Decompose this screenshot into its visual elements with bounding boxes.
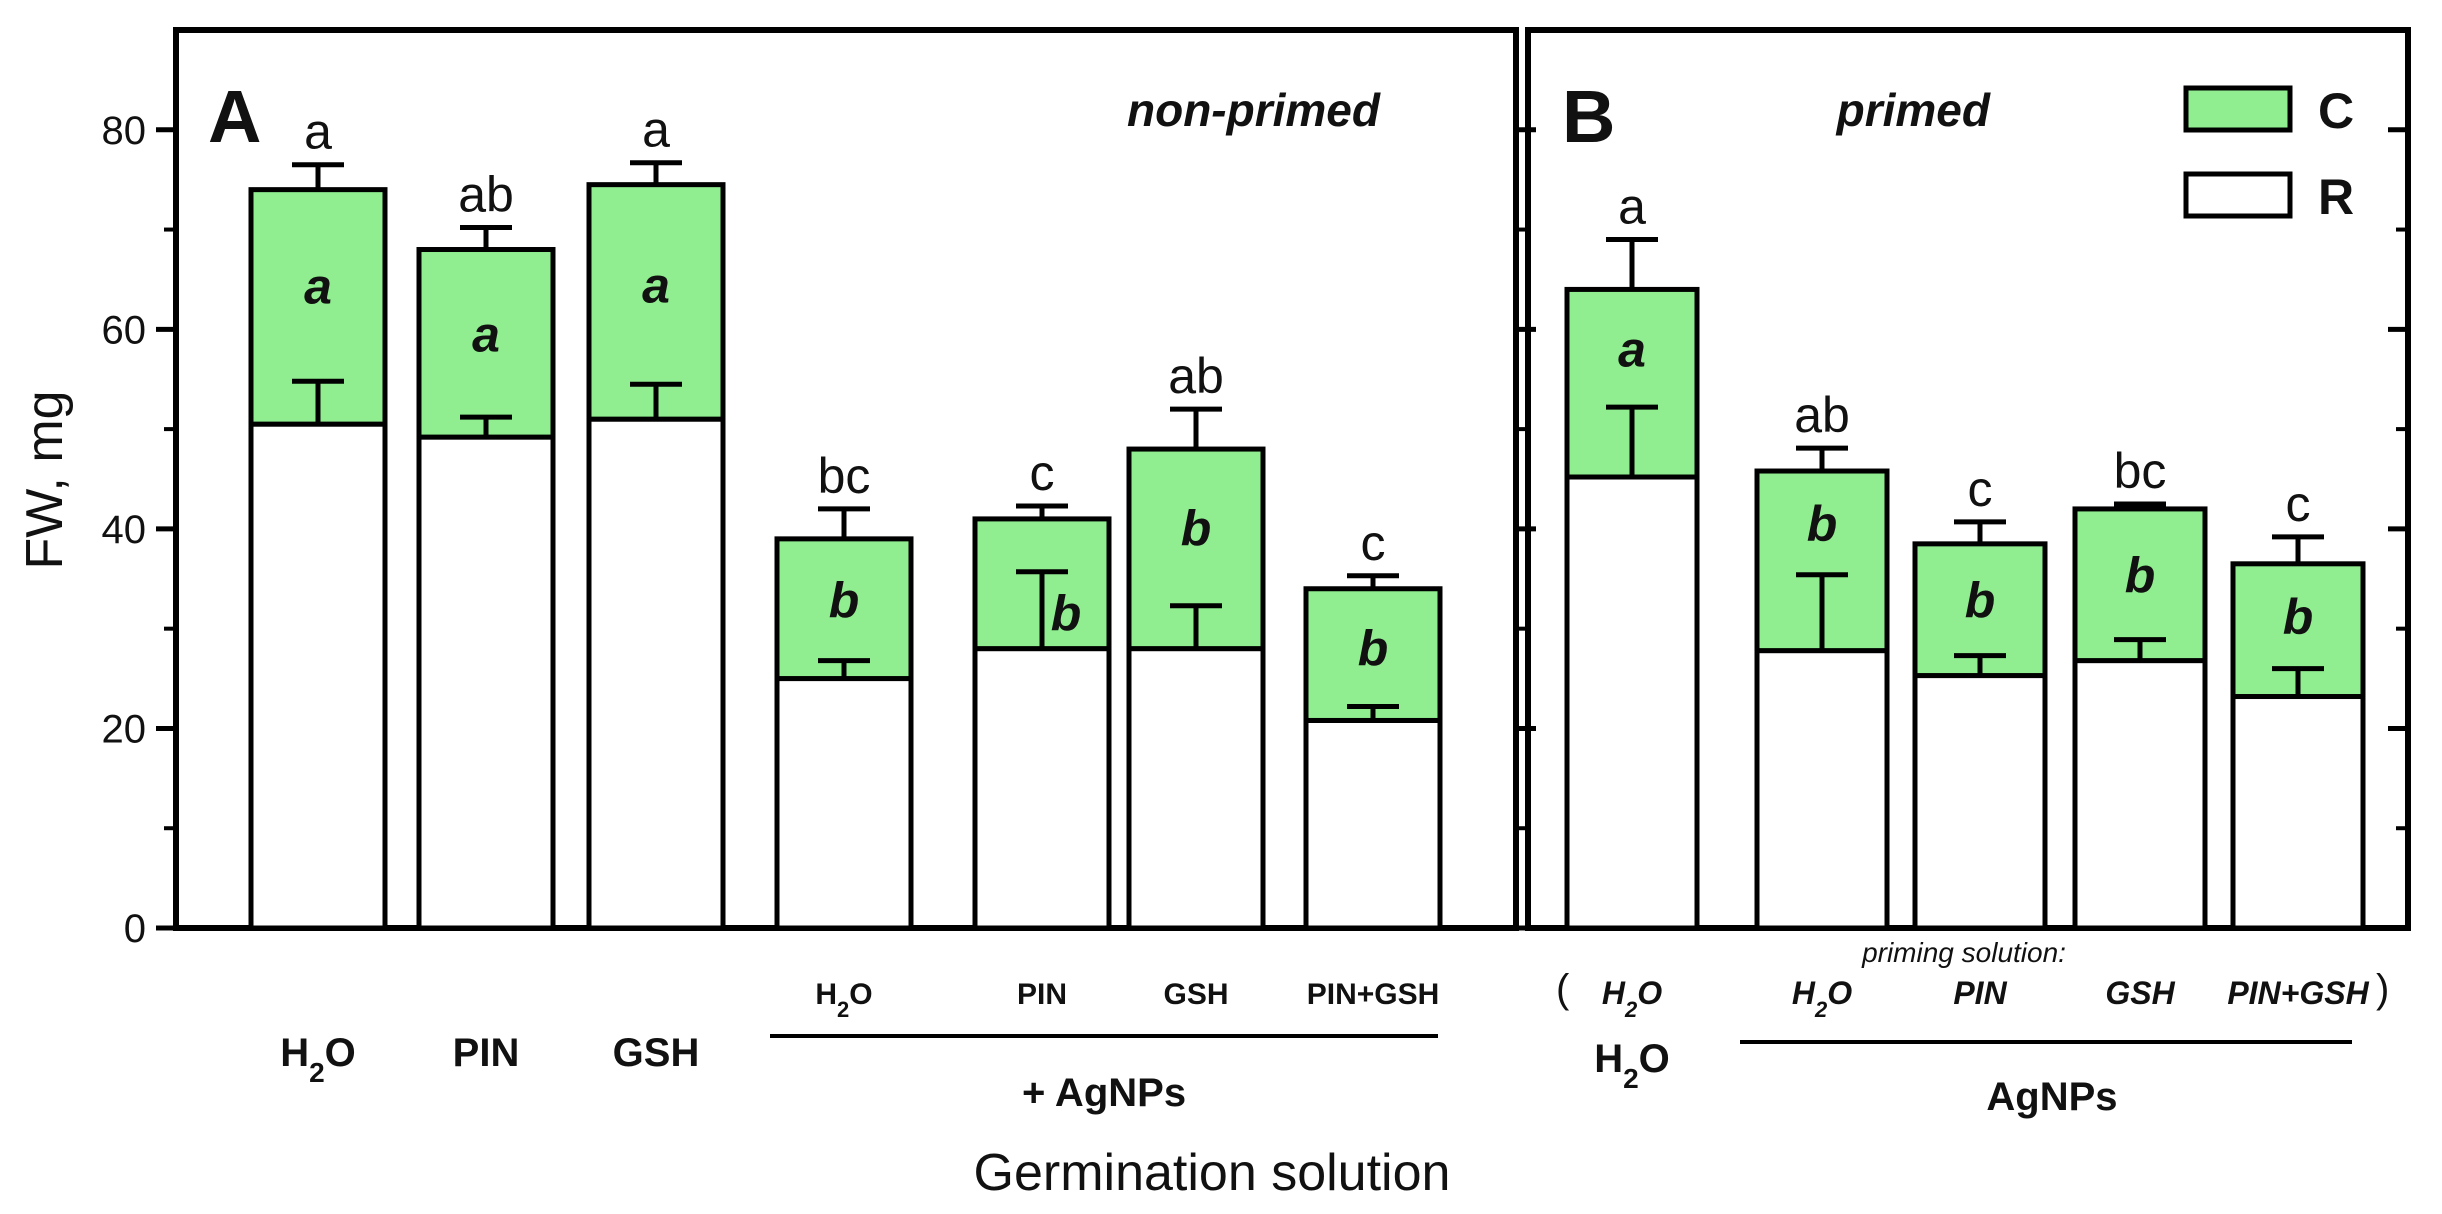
significance-letter-total: c	[1968, 461, 1993, 517]
paren-open: (	[1556, 967, 1570, 1011]
panel-b-title: primed	[1835, 84, 1991, 136]
y-tick-label: 0	[124, 907, 146, 951]
legend-label-r: R	[2318, 169, 2354, 225]
legend-swatch-r	[2183, 171, 2293, 219]
significance-letter-segment: b	[2125, 547, 2156, 603]
bar-c	[586, 182, 726, 422]
category-label: H2O	[280, 1031, 356, 1088]
significance-letter-segment: a	[642, 257, 670, 313]
bar-c	[1303, 586, 1443, 723]
panel-a-label: A	[208, 75, 261, 158]
bar-r	[972, 646, 1112, 931]
bar-r	[1754, 648, 1890, 931]
priming-solution-label: PIN	[1953, 975, 2007, 1011]
legend-swatch-c	[2183, 85, 2293, 133]
significance-letter-segment: a	[472, 306, 500, 362]
priming-solution-label: H2O	[1602, 975, 1662, 1022]
category-label: PIN+GSH	[1307, 978, 1440, 1011]
significance-letter-total: ab	[458, 167, 514, 223]
legend-label-c: C	[2318, 83, 2354, 139]
y-tick-label: 20	[102, 707, 147, 751]
significance-letter-segment: b	[1181, 500, 1212, 556]
category-label: GSH	[1163, 978, 1228, 1011]
bar-r	[774, 676, 914, 931]
y-tick-label: 60	[102, 308, 147, 352]
y-tick-label: 80	[102, 109, 147, 153]
bar-r	[248, 421, 388, 931]
significance-letter-segment: b	[2283, 589, 2314, 645]
significance-letter-total: a	[1618, 179, 1646, 235]
significance-letter-segment: b	[1807, 496, 1838, 552]
bar-r	[2072, 658, 2208, 931]
bar-r	[1564, 474, 1700, 931]
significance-letter-total: a	[642, 102, 670, 158]
bar-r	[586, 416, 726, 931]
bar-r	[1303, 717, 1443, 931]
bar-r	[416, 434, 556, 931]
significance-letter-segment: b	[1965, 573, 1996, 629]
significance-letter-total: ab	[1794, 387, 1850, 443]
bar-r	[2230, 694, 2366, 931]
priming-solution-label: PIN+GSH	[2227, 975, 2369, 1011]
x-axis-title: Germination solution	[974, 1144, 1451, 1202]
bar-r	[1126, 646, 1266, 931]
significance-letter-segment: b	[1051, 586, 1082, 642]
significance-letter-total: bc	[818, 448, 871, 504]
priming-solution-label: H2O	[1792, 975, 1852, 1022]
significance-letter-segment: a	[304, 258, 332, 314]
significance-letter-segment: b	[1358, 621, 1389, 677]
significance-letter-segment: a	[1618, 321, 1646, 377]
group-label-b: AgNPs	[1986, 1075, 2117, 1119]
priming-note: priming solution:	[1861, 937, 2066, 968]
significance-letter-total: c	[1030, 445, 1055, 501]
significance-letter-total: ab	[1168, 348, 1224, 404]
y-axis-title: FW, mg	[16, 390, 74, 569]
group-label-a: + AgNPs	[1022, 1071, 1186, 1115]
category-label: PIN	[1017, 978, 1067, 1011]
significance-letter-segment: b	[829, 573, 860, 629]
y-tick-label: 40	[102, 508, 147, 552]
significance-letter-total: bc	[2114, 443, 2167, 499]
category-label: PIN	[453, 1031, 520, 1075]
category-label: H2O	[1594, 1037, 1670, 1094]
significance-letter-total: a	[304, 104, 332, 160]
significance-letter-total: c	[1361, 515, 1386, 571]
category-label: H2O	[815, 978, 872, 1022]
bar-c	[416, 247, 556, 440]
bar-r	[1912, 673, 2048, 931]
panel-b-label: B	[1562, 75, 1615, 158]
category-label: GSH	[613, 1031, 700, 1075]
panel-a-title: non-primed	[1127, 84, 1381, 136]
priming-solution-label: GSH	[2105, 975, 2175, 1011]
paren-close: )	[2376, 967, 2389, 1011]
significance-letter-total: c	[2286, 476, 2311, 532]
